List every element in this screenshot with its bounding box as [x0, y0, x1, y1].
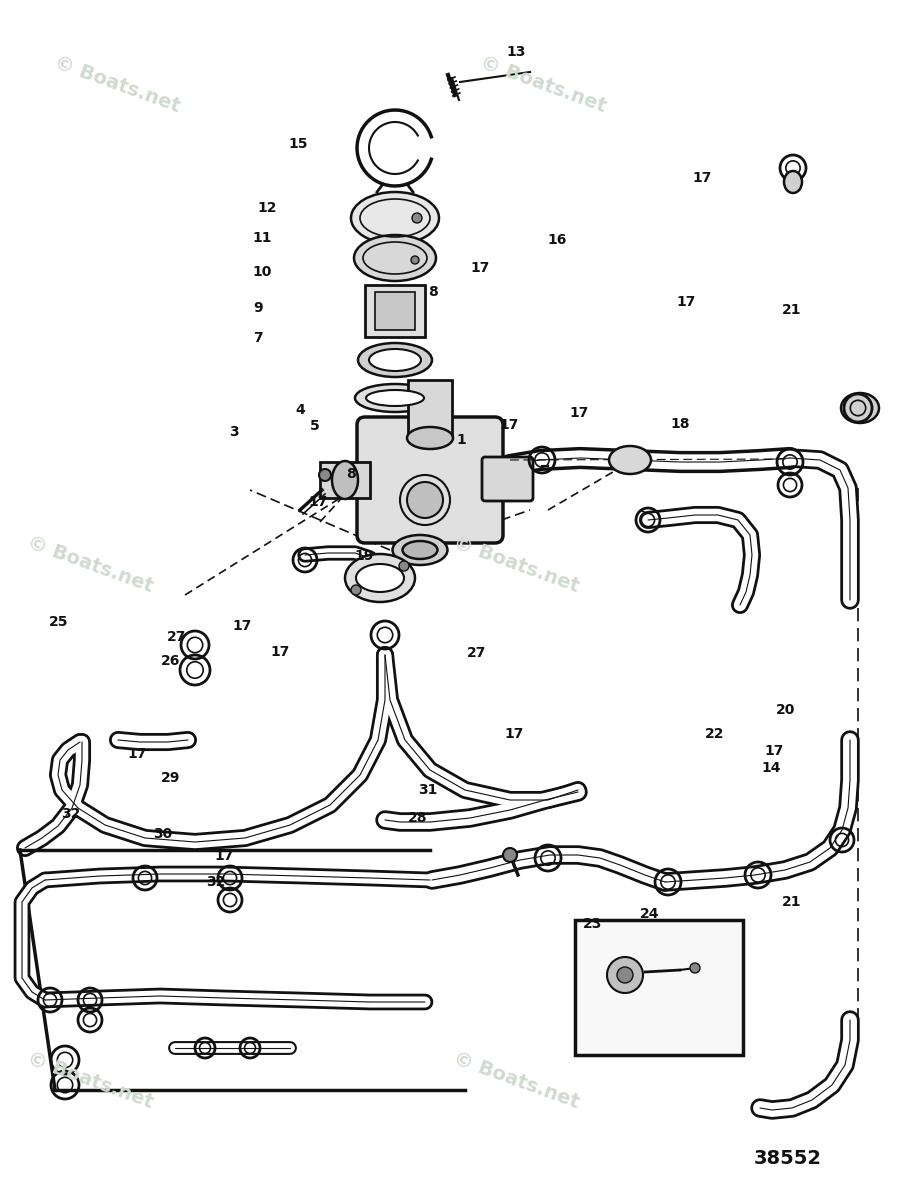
Text: 17: 17	[128, 746, 148, 761]
Text: 17: 17	[569, 406, 589, 420]
Text: © Boats.net: © Boats.net	[478, 53, 608, 115]
Text: 17: 17	[233, 619, 252, 634]
Ellipse shape	[355, 384, 435, 412]
Text: 20: 20	[776, 703, 795, 718]
Text: © Boats.net: © Boats.net	[451, 1049, 581, 1111]
Ellipse shape	[369, 349, 421, 371]
Text: 28: 28	[408, 811, 428, 826]
Circle shape	[319, 469, 331, 481]
Text: 21: 21	[782, 895, 802, 910]
Text: 3: 3	[229, 425, 238, 439]
Text: 22: 22	[705, 727, 725, 742]
Text: 17: 17	[271, 644, 291, 659]
Text: 4: 4	[296, 403, 305, 418]
Text: 32: 32	[205, 875, 225, 889]
Text: 30: 30	[153, 827, 173, 841]
Circle shape	[407, 482, 443, 518]
Text: 17: 17	[470, 260, 490, 275]
Text: 25: 25	[49, 614, 69, 629]
Text: 5: 5	[310, 419, 319, 433]
Ellipse shape	[841, 392, 879, 422]
Text: 13: 13	[506, 44, 526, 59]
Text: 10: 10	[252, 265, 272, 280]
Text: 17: 17	[692, 170, 712, 185]
Text: 12: 12	[257, 200, 277, 215]
Ellipse shape	[407, 427, 453, 449]
Text: 8: 8	[347, 467, 356, 481]
Text: © Boats.net: © Boats.net	[52, 53, 183, 115]
Text: 38552: 38552	[753, 1148, 822, 1168]
Text: 27: 27	[467, 646, 487, 660]
Bar	[320, 462, 370, 498]
Text: 9: 9	[253, 301, 262, 316]
Text: 17: 17	[500, 418, 519, 432]
Text: © Boats.net: © Boats.net	[25, 533, 156, 595]
Text: 1: 1	[457, 433, 466, 448]
Text: 18: 18	[671, 416, 691, 431]
Text: 14: 14	[761, 761, 781, 775]
Text: 8: 8	[428, 284, 437, 299]
Text: 19: 19	[354, 548, 374, 563]
Circle shape	[503, 848, 517, 862]
Ellipse shape	[609, 446, 651, 474]
Bar	[375, 292, 415, 330]
FancyBboxPatch shape	[482, 457, 533, 502]
Circle shape	[399, 560, 409, 571]
Bar	[408, 380, 452, 434]
Ellipse shape	[784, 170, 802, 193]
Bar	[575, 920, 743, 1055]
Circle shape	[411, 256, 419, 264]
Ellipse shape	[354, 235, 436, 281]
Text: 21: 21	[782, 302, 802, 317]
Text: 17: 17	[214, 848, 234, 863]
Ellipse shape	[597, 948, 653, 1002]
Ellipse shape	[332, 461, 358, 499]
Circle shape	[690, 962, 700, 973]
Text: 27: 27	[167, 630, 186, 644]
Ellipse shape	[366, 390, 424, 406]
Ellipse shape	[356, 564, 404, 592]
Text: 26: 26	[160, 654, 180, 668]
Text: 16: 16	[548, 233, 567, 247]
Circle shape	[412, 214, 422, 223]
Text: 7: 7	[253, 331, 262, 346]
Text: 29: 29	[160, 770, 180, 785]
Ellipse shape	[393, 535, 447, 565]
Text: 17: 17	[764, 744, 784, 758]
FancyBboxPatch shape	[357, 416, 503, 542]
Text: 23: 23	[583, 917, 603, 931]
Ellipse shape	[403, 541, 437, 559]
Text: 17: 17	[309, 494, 329, 509]
Circle shape	[351, 584, 361, 595]
Text: 31: 31	[418, 782, 438, 797]
Text: 24: 24	[640, 907, 660, 922]
Text: © Boats.net: © Boats.net	[451, 533, 581, 595]
Ellipse shape	[351, 192, 439, 244]
Bar	[365, 284, 425, 337]
Text: 17: 17	[504, 727, 524, 742]
Text: 32: 32	[61, 806, 81, 821]
Ellipse shape	[358, 343, 432, 377]
Text: 11: 11	[252, 230, 272, 245]
Text: 17: 17	[676, 295, 696, 310]
Circle shape	[607, 958, 643, 994]
Ellipse shape	[345, 554, 415, 602]
Text: 15: 15	[289, 137, 309, 151]
Circle shape	[617, 967, 633, 983]
Text: © Boats.net: © Boats.net	[25, 1049, 156, 1111]
